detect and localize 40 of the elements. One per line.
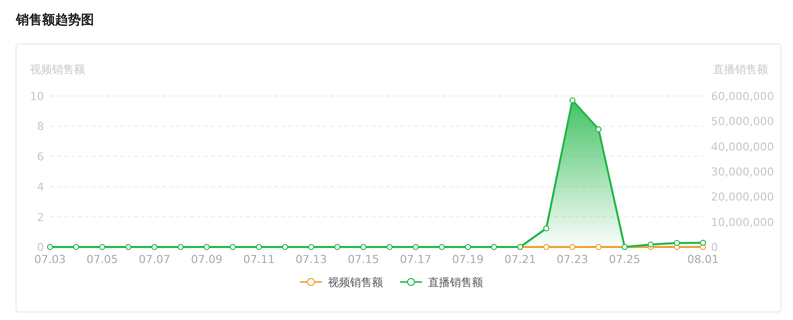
point <box>360 244 366 250</box>
point <box>491 244 498 250</box>
point <box>648 241 654 248</box>
point <box>73 244 80 250</box>
x-tick-label: 07.21 <box>504 253 536 266</box>
point <box>412 244 419 250</box>
point <box>282 244 288 250</box>
legend-label: 直播销售额 <box>428 276 483 289</box>
x-tick-label: 07.03 <box>34 253 66 266</box>
point <box>674 240 680 246</box>
x-tick-label: 07.19 <box>452 253 484 266</box>
x-tick-label: 07.13 <box>295 253 327 266</box>
point <box>151 244 158 250</box>
point <box>99 244 106 250</box>
x-tick-label: 07.09 <box>190 253 222 266</box>
chart-title: 销售额趋势图 <box>15 12 94 28</box>
point <box>438 244 445 250</box>
x-tick-label: 07.07 <box>138 253 170 266</box>
point <box>569 97 576 104</box>
point <box>256 244 262 250</box>
x-tick-label: 07.05 <box>86 253 118 266</box>
point <box>125 244 132 250</box>
legend-label: 视频销售额 <box>328 276 383 289</box>
point <box>178 244 184 250</box>
point <box>596 126 602 132</box>
x-tick-label: 07.11 <box>243 253 275 266</box>
point <box>204 244 210 250</box>
x-tick-label: 07.23 <box>556 253 588 266</box>
point <box>334 244 340 250</box>
x-tick-label: 07.15 <box>348 253 380 266</box>
point <box>386 244 393 250</box>
point <box>308 244 314 250</box>
point <box>47 244 53 250</box>
x-tick-label: 08.01 <box>687 253 719 266</box>
x-tick-label: 07.17 <box>400 253 432 266</box>
point <box>230 244 236 250</box>
x-tick-label: 07.25 <box>608 253 640 266</box>
point <box>543 225 550 232</box>
point <box>700 240 706 246</box>
point <box>464 244 471 250</box>
